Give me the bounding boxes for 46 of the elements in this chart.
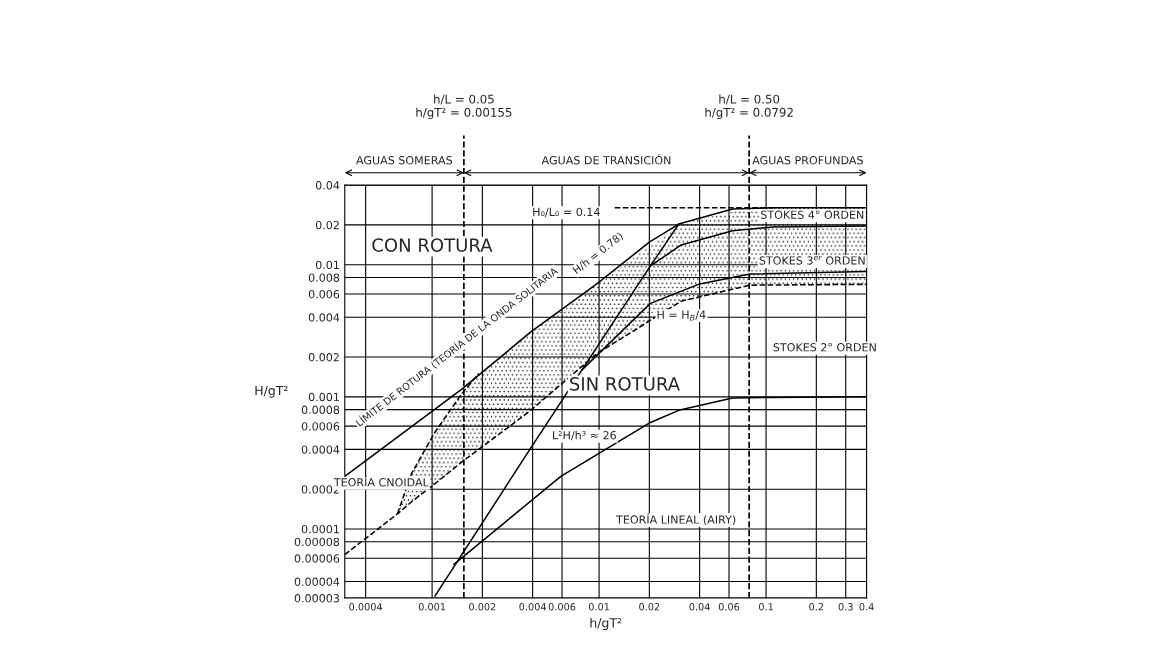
text: AGUAS DE TRANSICIÓN (541, 153, 671, 165)
y-tick-label: 0.02 (315, 220, 339, 230)
y-tick-label: 0.002 (308, 353, 339, 362)
annotation: H = H$_{B}$/4 (657, 310, 706, 321)
annotation: STOKES 3$^{er}$ ORDEN (759, 255, 865, 265)
ref-line-label: h/L = 0.50 h/gT² = 0.0792 (705, 94, 793, 120)
y-tick-label: 0.0001 (301, 524, 339, 534)
x-tick-label: 0.01 (588, 603, 609, 611)
y-tick-label: 0.01 (315, 260, 339, 270)
x-tick-label: 0.2 (809, 603, 824, 611)
x-tick-label: 0.001 (418, 603, 446, 611)
y-tick-label: 0.00003 (294, 594, 340, 603)
x-tick-label: 0.1 (758, 603, 773, 611)
y-tick-label: 0.00004 (294, 577, 340, 586)
y-tick-label: 0.008 (308, 273, 340, 282)
annotation: H₀/L₀ = 0.14 (533, 207, 600, 217)
y-tick-label: 0.04 (315, 181, 340, 190)
y-tick-label: 0.006 (308, 289, 340, 299)
x-tick-label: 0.006 (548, 603, 576, 611)
annotation: SIN ROTURA (570, 377, 680, 391)
x-tick-label: 0.04 (689, 603, 710, 611)
annotation: STOKES 4° ORDEN (761, 210, 864, 219)
x-axis-title: h/gT² (590, 617, 622, 630)
y-axis-title: H/gT² (255, 385, 288, 398)
ref-line-label: h/L = 0.05 h/gT² = 0.00155 (416, 94, 512, 120)
x-tick-label: 0.004 (519, 603, 546, 611)
annotation: TEORÍA LINEAL (AIRY) (616, 513, 736, 526)
x-tick-label: 0.002 (469, 603, 496, 611)
x-tick-label: 0.06 (718, 603, 740, 611)
x-tick-label: 0.3 (838, 603, 853, 611)
y-tick-label: 0.0004 (301, 445, 340, 454)
annotation: CON ROTURA (372, 238, 493, 252)
text: AGUAS SOMERAS (356, 156, 453, 165)
y-tick-label: 0.004 (308, 313, 340, 322)
x-tick-label: 0.4 (859, 603, 874, 611)
x-tick-label: 0.0004 (349, 603, 383, 611)
x-tick-label: 0.02 (639, 603, 660, 611)
annotation: STOKES 2° ORDEN (773, 343, 876, 352)
y-tick-label: 0.001 (308, 392, 339, 402)
y-tick-label: 0.00006 (294, 554, 340, 563)
y-tick-label: 0.0006 (301, 422, 340, 431)
annotation: L²H/h³ ≈ 26 (553, 430, 616, 441)
y-tick-label: 0.00008 (294, 537, 340, 547)
annotation: TEORÍA CNOIDAL (333, 476, 429, 487)
y-tick-label: 0.0008 (301, 405, 340, 415)
text: AGUAS PROFUNDAS (752, 156, 863, 165)
